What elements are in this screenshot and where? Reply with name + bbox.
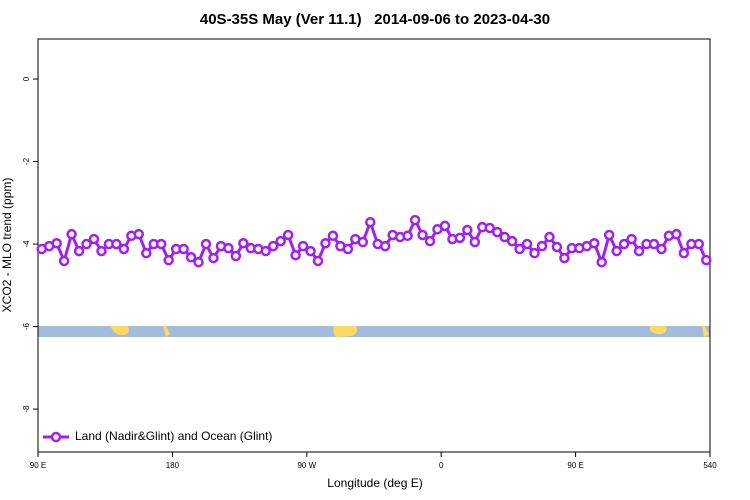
data-point <box>678 247 690 259</box>
x-tick-label: 180 <box>166 461 180 470</box>
data-point <box>230 250 242 262</box>
data-point <box>111 238 122 250</box>
data-point <box>544 231 555 243</box>
data-point <box>551 241 563 253</box>
data-point <box>88 233 100 245</box>
x-tick-label: 90 E <box>567 461 583 470</box>
data-point <box>133 228 145 240</box>
data-point <box>589 237 600 249</box>
data-point <box>81 238 92 250</box>
x-tick-label: 90 W <box>297 461 316 470</box>
y-tick-label: -8 <box>22 405 31 413</box>
data-point <box>193 256 204 268</box>
data-point <box>275 235 286 247</box>
data-point <box>506 235 518 247</box>
data-point <box>327 230 339 242</box>
land-patch <box>110 326 129 336</box>
legend-label: Land (Nadir&Glint) and Ocean (Glint) <box>75 429 272 443</box>
data-point <box>671 228 682 240</box>
x-tick-label: 0 <box>439 461 444 470</box>
data-point <box>648 238 660 250</box>
data-point <box>163 254 174 266</box>
data-point <box>282 229 294 241</box>
data-point <box>267 240 279 252</box>
data-point <box>514 243 525 255</box>
data-point <box>439 220 451 232</box>
data-point <box>320 237 331 249</box>
data-point <box>141 247 152 259</box>
data-point <box>484 222 495 234</box>
data-point <box>693 238 705 250</box>
data-point <box>51 237 62 249</box>
y-tick-label: -2 <box>22 157 31 165</box>
data-point <box>521 238 533 250</box>
data-point <box>499 231 510 243</box>
chart-title: 40S-35S May (Ver 11.1) 2014-09-06 to 202… <box>200 11 550 28</box>
ocean-band <box>38 326 710 337</box>
land-patch <box>333 326 358 337</box>
data-point <box>305 245 316 257</box>
land-ocean-ribbon <box>38 326 710 337</box>
data-point <box>66 228 77 240</box>
data-point <box>185 252 197 263</box>
data-point <box>618 238 630 250</box>
land-patch <box>650 326 667 335</box>
data-point <box>58 255 70 267</box>
data-point <box>701 254 712 266</box>
data-point <box>454 232 466 244</box>
data-point <box>260 245 271 257</box>
data-point <box>417 229 428 241</box>
data-point <box>312 255 324 267</box>
data-point <box>626 233 637 245</box>
data-point <box>96 245 107 257</box>
data-point <box>118 243 130 255</box>
data-point <box>611 245 622 257</box>
x-tick-label: 90 E <box>30 461 46 470</box>
land-patch <box>163 326 170 337</box>
data-point <box>424 235 436 247</box>
data-point <box>200 238 212 250</box>
x-tick-label: 540 <box>703 461 717 470</box>
data-point <box>342 243 354 255</box>
data-point <box>656 243 667 255</box>
y-tick-label: -4 <box>22 240 31 248</box>
data-point <box>409 214 421 226</box>
data-point <box>491 226 503 238</box>
y-tick-label: 0 <box>22 76 31 81</box>
data-point <box>462 224 473 236</box>
data-point <box>536 240 548 252</box>
data-point <box>365 216 376 228</box>
y-tick-label: -6 <box>22 322 31 330</box>
data-point <box>529 247 540 259</box>
x-axis-label: Longitude (deg E) <box>327 476 422 490</box>
y-axis-label: XCO2 - MLO trend (ppm) <box>0 178 14 313</box>
data-point <box>357 236 369 248</box>
data-point <box>155 238 167 250</box>
data-point <box>379 240 391 252</box>
data-point <box>633 245 645 257</box>
data-point <box>596 256 607 268</box>
data-point <box>469 236 481 248</box>
data-point <box>223 242 234 254</box>
data-point <box>238 237 249 249</box>
land-patch <box>702 326 709 337</box>
data-point <box>559 252 570 264</box>
data-point <box>297 240 309 252</box>
data-point <box>402 230 413 242</box>
data-point <box>290 249 301 261</box>
data-point <box>73 245 85 257</box>
legend-marker <box>50 431 62 443</box>
data-point <box>208 252 219 264</box>
data-point <box>603 229 615 241</box>
data-point <box>178 243 189 255</box>
